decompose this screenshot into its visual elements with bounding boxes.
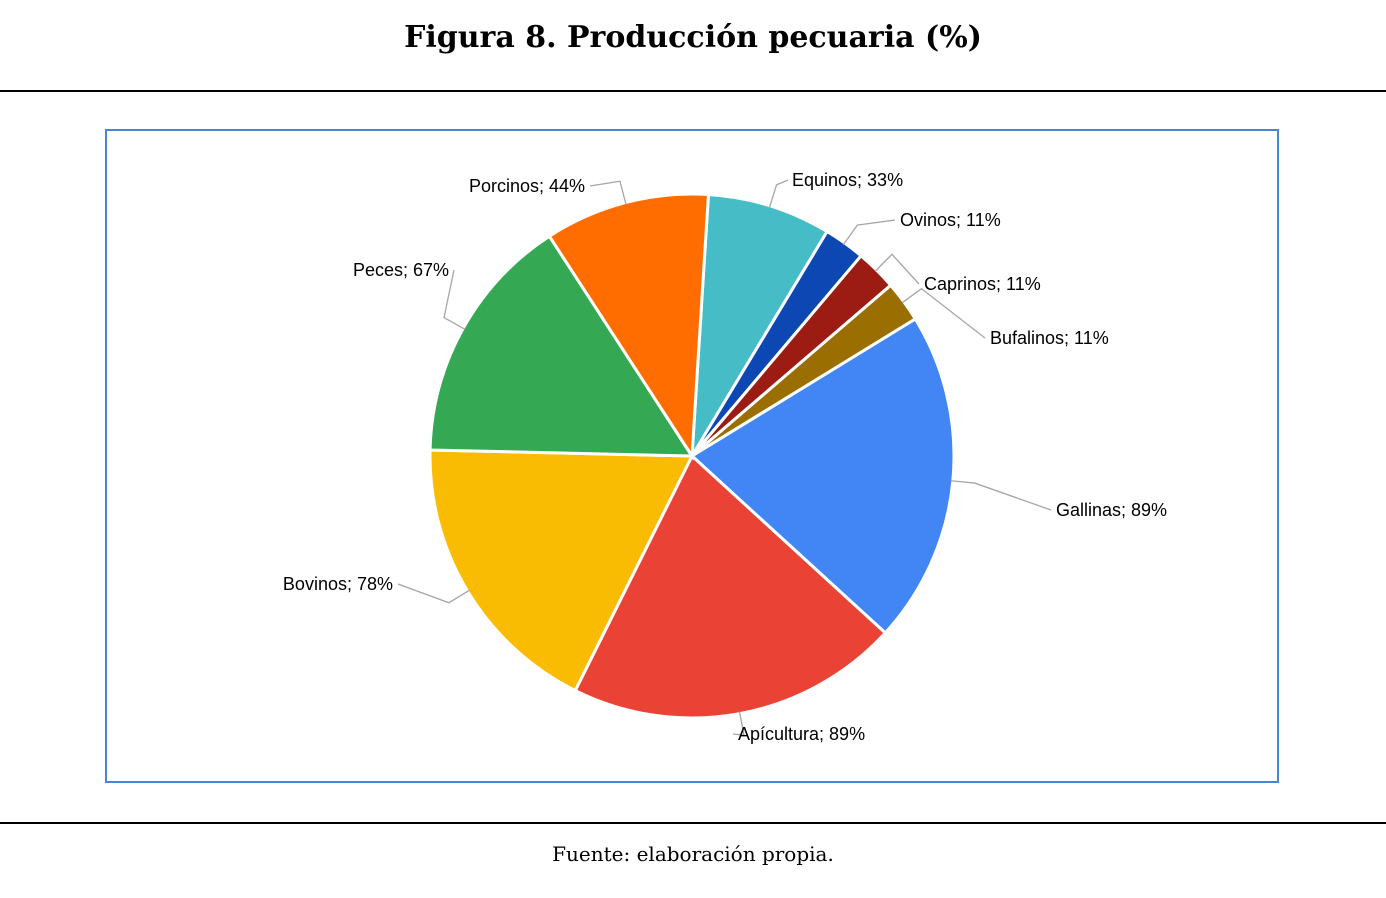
leader-line-peces <box>443 269 466 330</box>
leader-line-equinos <box>768 179 789 208</box>
slice-label-bufalinos: Bufalinos; 11% <box>990 328 1109 348</box>
slice-label-equinos: Equinos; 33% <box>792 170 903 190</box>
slice-label-apícultura: Apícultura; 89% <box>738 724 865 744</box>
slice-label-ovinos: Ovinos; 11% <box>900 210 1001 230</box>
figure-title: Figura 8. Producción pecuaria (%) <box>404 20 982 55</box>
leader-line-porcinos <box>589 180 627 205</box>
leader-line-gallinas <box>950 480 1052 511</box>
slice-labels: Equinos; 33% Ovinos; 11% Caprinos; 11% Bufa… <box>283 170 1167 744</box>
leader-line-bovinos <box>397 583 470 604</box>
leader-line-caprinos <box>874 253 920 285</box>
figure-source: Fuente: elaboración propia. <box>552 842 834 866</box>
slice-label-caprinos: Caprinos; 11% <box>924 274 1041 294</box>
leader-line-apícultura <box>732 711 745 736</box>
top-rule <box>0 90 1386 92</box>
slice-label-gallinas: Gallinas; 89% <box>1056 500 1167 520</box>
bottom-rule <box>0 822 1386 824</box>
slice-label-bovinos: Bovinos; 78% <box>283 574 393 594</box>
leader-lines <box>397 179 1052 736</box>
slice-label-peces: Peces; 67% <box>353 260 449 280</box>
leader-line-bufalinos <box>901 287 986 339</box>
leader-line-ovinos <box>842 219 896 245</box>
slice-label-porcinos: Porcinos; 44% <box>469 176 585 196</box>
chart-area <box>105 129 1279 783</box>
pie-slices <box>428 192 956 720</box>
